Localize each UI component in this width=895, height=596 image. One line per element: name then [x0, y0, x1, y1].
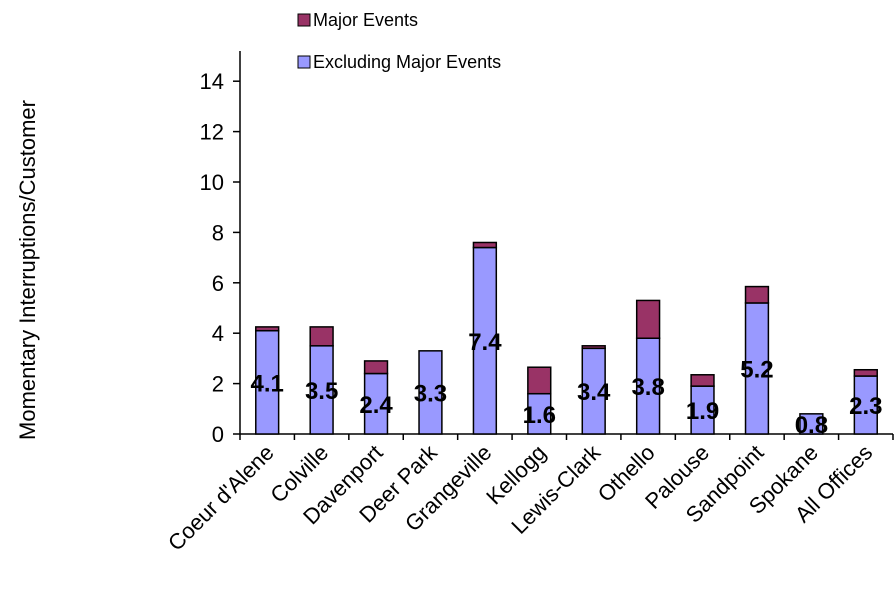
- legend-swatch: [297, 55, 311, 69]
- bar-segment: [309, 326, 334, 347]
- y-tick-label: 14: [200, 69, 224, 94]
- y-tick-label: 0: [212, 422, 224, 447]
- data-label: 4.1: [251, 370, 284, 397]
- bar-segment: [527, 366, 552, 395]
- bar-segment: [744, 285, 770, 304]
- bar-segment: [255, 326, 280, 332]
- y-tick-label: 12: [200, 120, 224, 145]
- data-label: 2.4: [359, 392, 393, 419]
- bar-segment: [581, 345, 606, 350]
- x-tick-label: Coeur d'Alene: [163, 440, 279, 556]
- legend: Major Events Excluding Major Events: [297, 10, 501, 72]
- data-label: 5.2: [740, 356, 773, 383]
- legend-swatch: [297, 13, 311, 27]
- legend-label: Major Events: [313, 10, 418, 30]
- y-tick-label: 6: [212, 271, 224, 296]
- bar-segment: [690, 374, 715, 387]
- bar-segment: [363, 360, 389, 375]
- bar-segment: [853, 368, 878, 377]
- bar-segment: [472, 241, 498, 249]
- data-label: 0.8: [795, 412, 828, 439]
- data-label: 3.4: [577, 379, 611, 406]
- data-label: 7.4: [468, 329, 502, 356]
- data-label: 3.8: [631, 374, 664, 401]
- y-tick-label: 10: [200, 170, 224, 195]
- bar-segment: [799, 413, 824, 435]
- legend-label: Excluding Major Events: [313, 52, 501, 72]
- bar-segment: [635, 299, 661, 339]
- bars: [255, 241, 878, 435]
- data-label: 1.6: [523, 402, 556, 429]
- y-tick-label: 4: [212, 321, 224, 346]
- data-label: 1.9: [686, 398, 719, 425]
- data-label: 2.3: [849, 393, 882, 420]
- data-label: 3.5: [305, 378, 338, 405]
- data-labels: 4.1 3.5 2.4 3.3 7.4 1.6 3.4 3.8 1.9 5.2 0.8 2.3: [251, 329, 883, 439]
- bar-segment: [418, 350, 443, 435]
- y-axis-label: Momentary Interruptions/Customer: [15, 100, 40, 440]
- y-tick-label: 8: [212, 220, 224, 245]
- axes: 0 2 4 6 8 10 12 14: [200, 51, 894, 447]
- y-tick-label: 2: [212, 372, 224, 397]
- data-label: 3.3: [414, 380, 447, 407]
